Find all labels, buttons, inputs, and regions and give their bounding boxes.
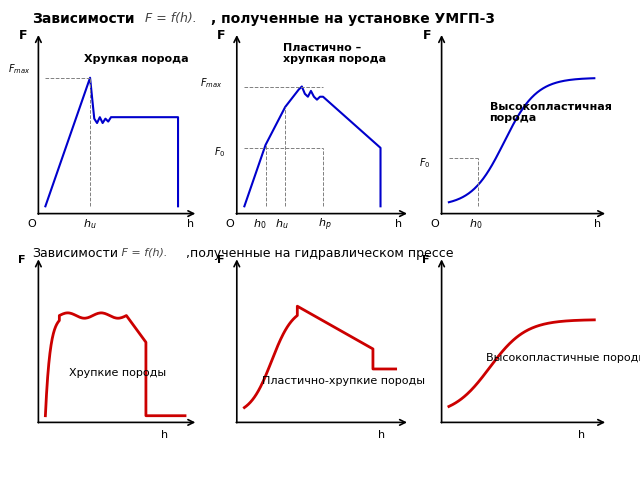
Text: ,полученные на гидравлическом прессе: ,полученные на гидравлическом прессе	[182, 247, 454, 260]
Text: Высокопластичная
порода: Высокопластичная порода	[490, 102, 611, 123]
Text: O: O	[430, 219, 439, 229]
Text: Зависимости: Зависимости	[32, 12, 134, 26]
Text: h: h	[378, 430, 385, 440]
Text: F: F	[217, 29, 225, 42]
Text: , полученные на установке УМГП-3: , полученные на установке УМГП-3	[211, 12, 495, 26]
Text: $F_{max}$: $F_{max}$	[200, 76, 223, 90]
Text: Пластично –
хрупкая порода: Пластично – хрупкая порода	[284, 43, 387, 64]
Text: Хрупкая порода: Хрупкая порода	[84, 54, 189, 64]
Text: h: h	[577, 430, 585, 440]
Text: Хрупкие породы: Хрупкие породы	[69, 368, 166, 378]
Text: $F_0$: $F_0$	[214, 145, 225, 158]
Text: F: F	[217, 255, 225, 264]
Text: O: O	[225, 219, 234, 229]
Text: $h_u$: $h_u$	[83, 217, 97, 231]
Text: O: O	[28, 219, 36, 229]
Text: h: h	[593, 219, 601, 229]
Text: $F_{max}$: $F_{max}$	[8, 62, 30, 76]
Text: F: F	[422, 255, 430, 264]
Text: F = f(h).: F = f(h).	[141, 12, 200, 25]
Text: h: h	[395, 219, 402, 229]
Text: h: h	[161, 430, 168, 440]
Text: $h_0$: $h_0$	[468, 217, 482, 231]
Text: h: h	[188, 219, 195, 229]
Text: $F_0$: $F_0$	[419, 156, 431, 170]
Text: F: F	[422, 29, 431, 42]
Text: F: F	[19, 29, 27, 42]
Text: Высокопластичные породы: Высокопластичные породы	[486, 353, 640, 363]
Text: Зависимости: Зависимости	[32, 247, 118, 260]
Text: $h_0$: $h_0$	[253, 217, 267, 231]
Text: $h_u$: $h_u$	[275, 217, 289, 231]
Text: F = f(h).: F = f(h).	[118, 247, 172, 257]
Text: $h_p$: $h_p$	[318, 216, 332, 233]
Text: Пластично-хрупкие породы: Пластично-хрупкие породы	[262, 376, 425, 386]
Text: F: F	[19, 255, 26, 264]
